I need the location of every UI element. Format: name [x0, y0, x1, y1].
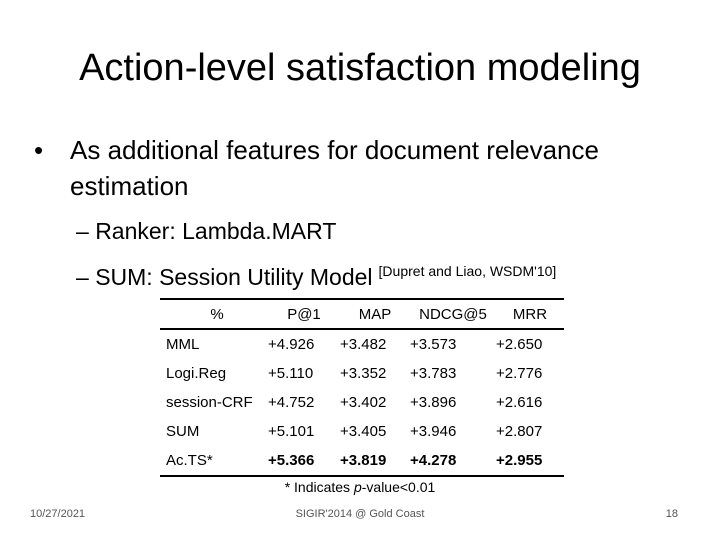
- sub-bullet-text: Ranker: Lambda.MART: [95, 218, 337, 244]
- table-cell: +5.366: [268, 446, 340, 477]
- column-header: MRR: [496, 298, 564, 330]
- table-cell: +3.482: [340, 336, 387, 353]
- table-cell: +3.402: [340, 394, 387, 411]
- table-cell: +3.946: [410, 423, 457, 440]
- footer-date: 10/27/2021: [30, 508, 86, 520]
- table-cell: +2.776: [496, 365, 543, 382]
- table-cell: +2.616: [496, 394, 543, 411]
- results-table: % P@1 MAP NDCG@5 MRR MML +4.926 +3.482 +…: [160, 298, 564, 477]
- table-row: session-CRF +4.752 +3.402 +3.896 +2.616: [160, 388, 564, 417]
- table-cell: +4.926: [268, 336, 315, 353]
- table-cell: Logi.Reg: [166, 365, 227, 382]
- bullet-text: As additional features for document rele…: [70, 135, 599, 201]
- sub-marker: –: [76, 264, 89, 290]
- table-cell: Ac.TS*: [160, 446, 268, 477]
- column-header: MAP: [340, 298, 410, 330]
- table-cell: +2.650: [496, 336, 543, 353]
- table-cell: +3.783: [410, 365, 457, 382]
- page-number: 18: [665, 508, 678, 520]
- bullet-point: • As additional features for document re…: [34, 132, 694, 204]
- table-cell: +4.278: [410, 446, 496, 477]
- sub-bullet-sum: – SUM: Session Utility Model [Dupret and …: [76, 256, 556, 292]
- bullet-marker: •: [34, 135, 44, 165]
- footnote: * Indicates p-value<0.01: [0, 479, 720, 495]
- sub-marker: –: [76, 218, 89, 244]
- table-cell: +5.110: [268, 365, 314, 382]
- table-cell: session-CRF: [166, 394, 253, 411]
- footer-venue: SIGIR'2014 @ Gold Coast: [295, 508, 425, 520]
- table-cell: MML: [166, 336, 200, 353]
- table-row: MML +4.926 +3.482 +3.573 +2.650: [160, 329, 564, 359]
- table-cell: +2.807: [496, 423, 543, 440]
- page-title: Action-level satisfaction modeling: [79, 47, 641, 89]
- table-cell: +3.819: [340, 446, 410, 477]
- sub-bullet-ranker: – Ranker: Lambda.MART: [76, 216, 336, 246]
- table-row: Ac.TS* +5.366 +3.819 +4.278 +2.955: [160, 446, 564, 477]
- citation: [Dupret and Liao, WSDM'10]: [378, 263, 557, 279]
- table-cell: +3.405: [340, 423, 387, 440]
- table-row: SUM +5.101 +3.405 +3.946 +2.807: [160, 417, 564, 446]
- footnote-text: -value<0.01: [361, 479, 436, 495]
- column-header: %: [160, 298, 268, 330]
- table-cell: +3.896: [410, 394, 457, 411]
- footnote-italic: p: [353, 479, 362, 495]
- column-header: P@1: [268, 298, 340, 330]
- footnote-text: * Indicates: [284, 479, 354, 495]
- sub-bullet-text: SUM: Session Utility Model: [95, 264, 373, 290]
- table-cell: SUM: [166, 423, 200, 440]
- table-cell: +3.573: [410, 336, 457, 353]
- table-cell: +2.955: [496, 446, 564, 477]
- table-cell: +4.752: [268, 394, 315, 411]
- table-cell: +5.101: [268, 423, 315, 440]
- column-header: NDCG@5: [410, 298, 496, 330]
- table-header-row: % P@1 MAP NDCG@5 MRR: [160, 298, 564, 330]
- table-row: Logi.Reg +5.110 +3.352 +3.783 +2.776: [160, 359, 564, 388]
- table-cell: +3.352: [340, 365, 387, 382]
